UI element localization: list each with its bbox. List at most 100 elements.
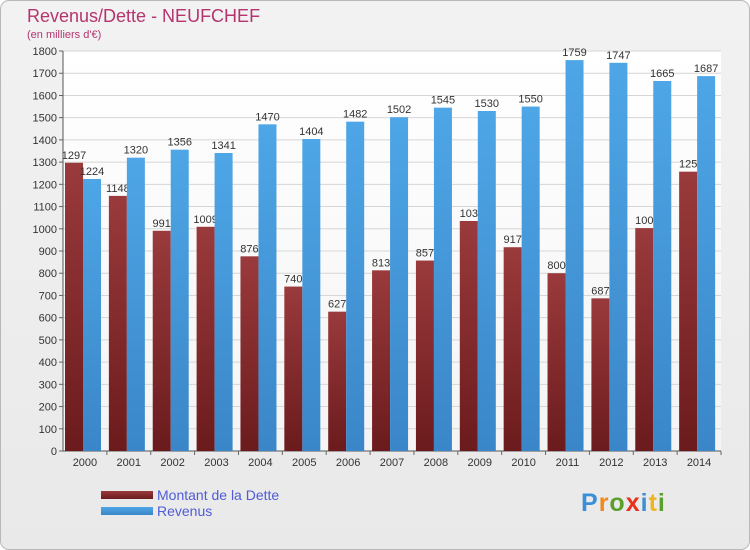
bar-revenus — [302, 139, 321, 451]
x-tick-label: 2013 — [643, 457, 667, 469]
bar-dette — [240, 256, 259, 451]
data-label-revenus: 1341 — [211, 140, 235, 152]
proxiti-logo: Proxiti — [581, 489, 666, 518]
data-label-dette: 740 — [284, 274, 302, 286]
y-tick-label: 300 — [39, 379, 57, 391]
data-label-revenus: 1759 — [562, 47, 586, 59]
legend-label-revenus: Revenus — [157, 503, 213, 519]
data-label-dette: 687 — [591, 285, 609, 297]
data-label-revenus: 1404 — [299, 126, 323, 138]
data-label-revenus: 1502 — [387, 104, 411, 116]
data-label-revenus: 1320 — [124, 145, 148, 157]
x-tick-label: 2005 — [292, 457, 316, 469]
bar-dette — [152, 230, 171, 451]
y-tick-label: 100 — [39, 424, 57, 436]
bar-dette — [459, 221, 478, 451]
data-label-dette: 1297 — [62, 150, 86, 162]
y-tick-label: 1600 — [33, 90, 57, 102]
y-tick-label: 200 — [39, 402, 57, 414]
data-label-revenus: 1687 — [694, 63, 718, 75]
y-tick-label: 1200 — [33, 179, 57, 191]
bar-revenus — [697, 76, 716, 451]
data-label-revenus: 1545 — [431, 95, 455, 107]
data-label-dette: 103 — [460, 208, 478, 220]
x-tick-label: 2012 — [599, 457, 623, 469]
x-tick-label: 2004 — [248, 457, 272, 469]
bar-revenus — [214, 153, 233, 451]
y-tick-label: 1100 — [33, 202, 57, 214]
logo-letter: x — [625, 489, 641, 517]
y-tick-label: 1300 — [33, 157, 57, 169]
x-tick-label: 2014 — [687, 457, 711, 469]
y-tick-label: 800 — [39, 268, 57, 280]
bar-dette — [284, 286, 303, 451]
bar-dette — [503, 247, 522, 451]
data-label-dette: 800 — [547, 260, 565, 272]
x-tick-label: 2002 — [160, 457, 184, 469]
data-label-revenus: 1665 — [650, 68, 674, 80]
bar-dette — [108, 195, 127, 451]
data-label-revenus: 1550 — [518, 94, 542, 106]
legend-swatch-revenus — [101, 507, 153, 515]
x-tick-label: 2010 — [511, 457, 535, 469]
logo-letter: i — [640, 489, 649, 517]
y-tick-label: 900 — [39, 246, 57, 258]
bar-revenus — [609, 62, 628, 452]
legend-swatch-dette — [101, 491, 153, 499]
legend-label-dette: Montant de la Dette — [157, 487, 280, 503]
x-tick-label: 2008 — [424, 457, 448, 469]
x-tick-label: 2009 — [467, 457, 491, 469]
chart-title: Revenus/Dette - NEUFCHEF — [27, 6, 261, 26]
bar-revenus — [83, 179, 101, 451]
x-tick-label: 2003 — [204, 457, 228, 469]
data-label-dette: 857 — [416, 248, 434, 260]
bar-revenus — [346, 121, 365, 452]
data-label-dette: 813 — [372, 257, 390, 269]
bar-revenus — [170, 149, 189, 451]
data-label-dette: 917 — [503, 234, 521, 246]
bar-dette — [679, 171, 698, 451]
x-tick-label: 2011 — [556, 457, 580, 469]
data-label-revenus: 1470 — [255, 111, 279, 123]
y-tick-label: 700 — [39, 290, 57, 302]
bar-revenus — [653, 81, 672, 451]
y-tick-label: 1800 — [33, 46, 57, 58]
logo-letter: i — [657, 489, 666, 517]
data-label-dette: 1148 — [106, 183, 130, 195]
bar-revenus — [258, 124, 277, 451]
data-label-revenus: 1530 — [475, 98, 499, 110]
bar-dette — [635, 228, 654, 451]
bar-dette — [328, 311, 347, 451]
y-tick-label: 1700 — [33, 68, 57, 80]
data-label-revenus: 1356 — [167, 137, 191, 149]
x-tick-label: 2000 — [73, 457, 97, 469]
bar-revenus — [565, 60, 584, 451]
bar-revenus — [390, 117, 409, 451]
bar-revenus — [477, 111, 496, 451]
bar-dette — [415, 260, 434, 451]
logo-letter: t — [648, 489, 658, 517]
data-label-revenus: 1224 — [80, 166, 104, 178]
bar-dette — [547, 273, 566, 451]
bar-dette — [196, 226, 215, 451]
bar-revenus — [433, 107, 452, 452]
y-tick-label: 1400 — [33, 135, 57, 147]
x-tick-label: 2001 — [117, 457, 141, 469]
data-label-dette: 1009 — [193, 214, 217, 226]
logo-letter: o — [609, 489, 626, 517]
bar-dette — [372, 270, 391, 451]
logo-letter: r — [598, 489, 610, 517]
x-tick-label: 2006 — [336, 457, 360, 469]
data-label-revenus: 1747 — [606, 50, 630, 62]
bar-revenus — [521, 106, 540, 452]
y-tick-label: 1000 — [33, 224, 57, 236]
data-label-dette: 100 — [635, 215, 653, 227]
bar-dette — [65, 162, 83, 451]
chart-subtitle: (en milliers d'€) — [27, 29, 102, 41]
y-tick-label: 500 — [39, 335, 57, 347]
y-tick-label: 600 — [39, 313, 57, 325]
y-tick-label: 0 — [51, 446, 57, 458]
data-label-dette: 627 — [328, 299, 346, 311]
